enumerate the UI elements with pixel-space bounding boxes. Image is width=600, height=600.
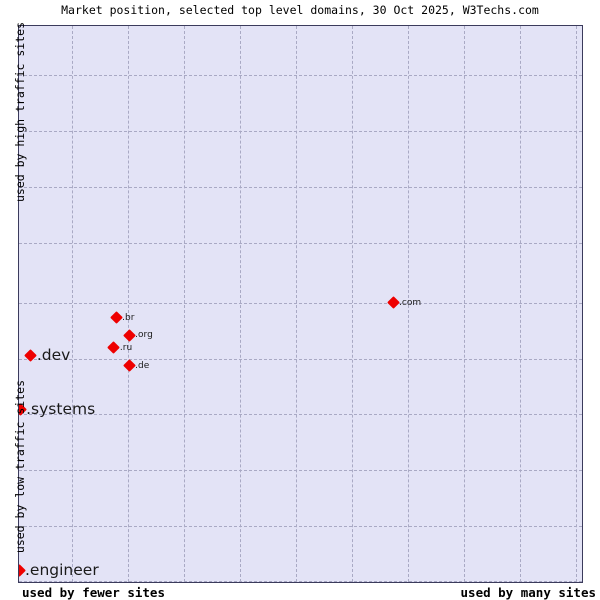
chart-title: Market position, selected top level doma… xyxy=(61,3,539,17)
gridline-horizontal xyxy=(19,130,582,132)
gridlines xyxy=(19,26,582,582)
gridline-vertical xyxy=(183,26,185,582)
data-point-label: .ru xyxy=(119,342,133,353)
diamond-marker-icon xyxy=(24,348,38,362)
y-axis-label-top: used by high traffic sites xyxy=(13,22,27,203)
gridline-horizontal xyxy=(19,525,582,527)
data-point-label: .systems xyxy=(26,400,96,419)
data-point-label: .de xyxy=(135,360,150,371)
diamond-marker-icon xyxy=(122,328,136,342)
gridline-horizontal xyxy=(19,358,582,360)
gridline-horizontal xyxy=(19,581,582,582)
gridline-horizontal xyxy=(19,470,582,472)
gridline-vertical xyxy=(239,26,241,582)
data-point-label: .br xyxy=(122,312,135,323)
data-point-label: .com xyxy=(399,297,422,308)
gridline-vertical xyxy=(575,26,577,582)
gridline-vertical xyxy=(72,26,74,582)
gridline-vertical xyxy=(295,26,297,582)
y-axis-label-bottom: used by low traffic sites xyxy=(13,380,27,554)
gridline-vertical xyxy=(463,26,465,582)
diamond-marker-icon xyxy=(107,341,121,355)
gridline-horizontal xyxy=(19,75,582,77)
gridline-vertical xyxy=(128,26,130,582)
diamond-marker-icon xyxy=(122,359,136,373)
data-point-label: .dev xyxy=(36,346,71,365)
plot-area: .com .br .org .ru .de .dev .systems .engineer xyxy=(18,25,583,583)
data-point-label: .org xyxy=(135,330,153,341)
x-axis-label-left: used by fewer sites xyxy=(22,585,165,600)
gridline-horizontal xyxy=(19,186,582,188)
gridline-horizontal xyxy=(19,302,582,304)
diamond-marker-icon xyxy=(386,296,400,310)
gridline-horizontal xyxy=(19,242,582,244)
diamond-marker-icon xyxy=(109,311,123,325)
gridline-horizontal xyxy=(19,414,582,416)
data-point-label: .engineer xyxy=(25,561,99,580)
gridline-vertical xyxy=(351,26,353,582)
x-axis-label-right: used by many sites xyxy=(460,585,596,600)
gridline-vertical xyxy=(519,26,521,582)
